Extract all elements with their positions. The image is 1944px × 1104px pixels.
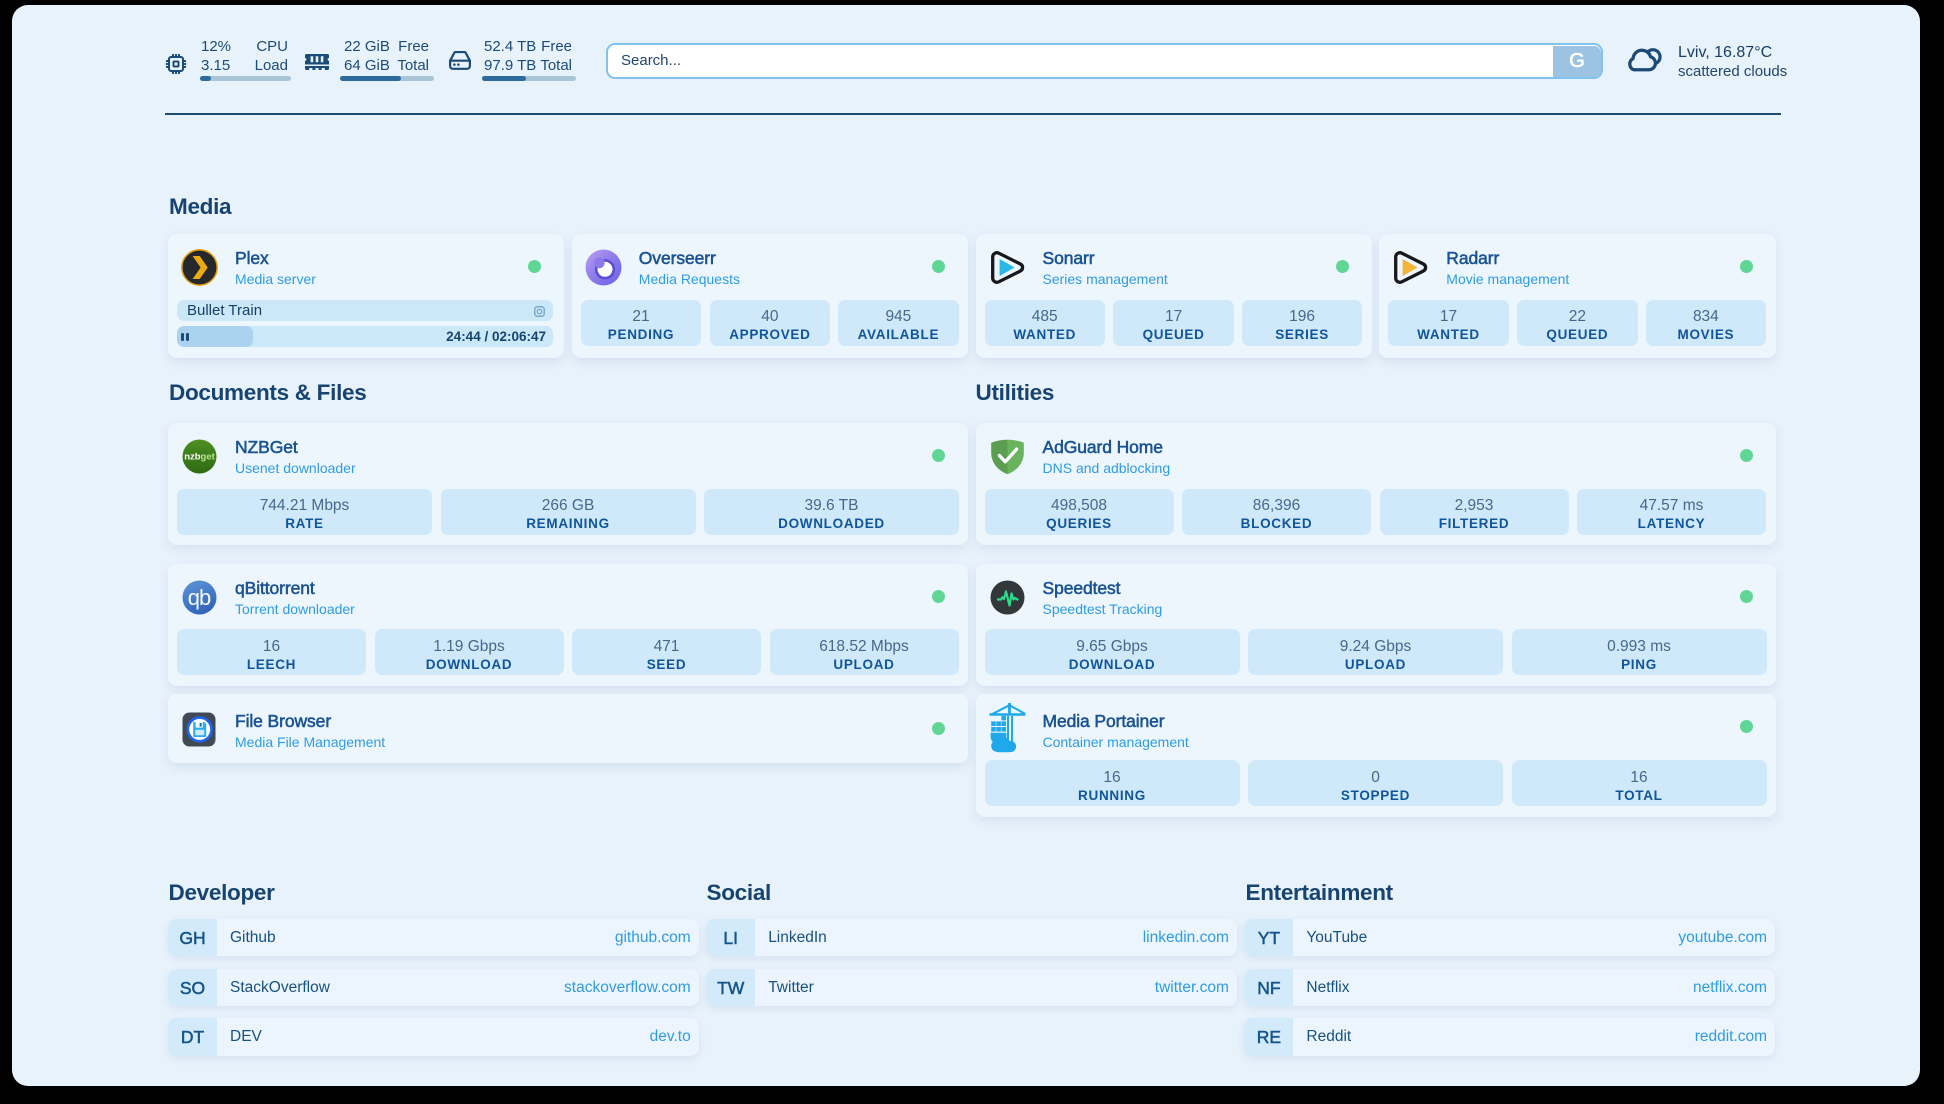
svg-text:qb: qb (188, 585, 211, 610)
svg-text:nzbget: nzbget (184, 452, 215, 463)
